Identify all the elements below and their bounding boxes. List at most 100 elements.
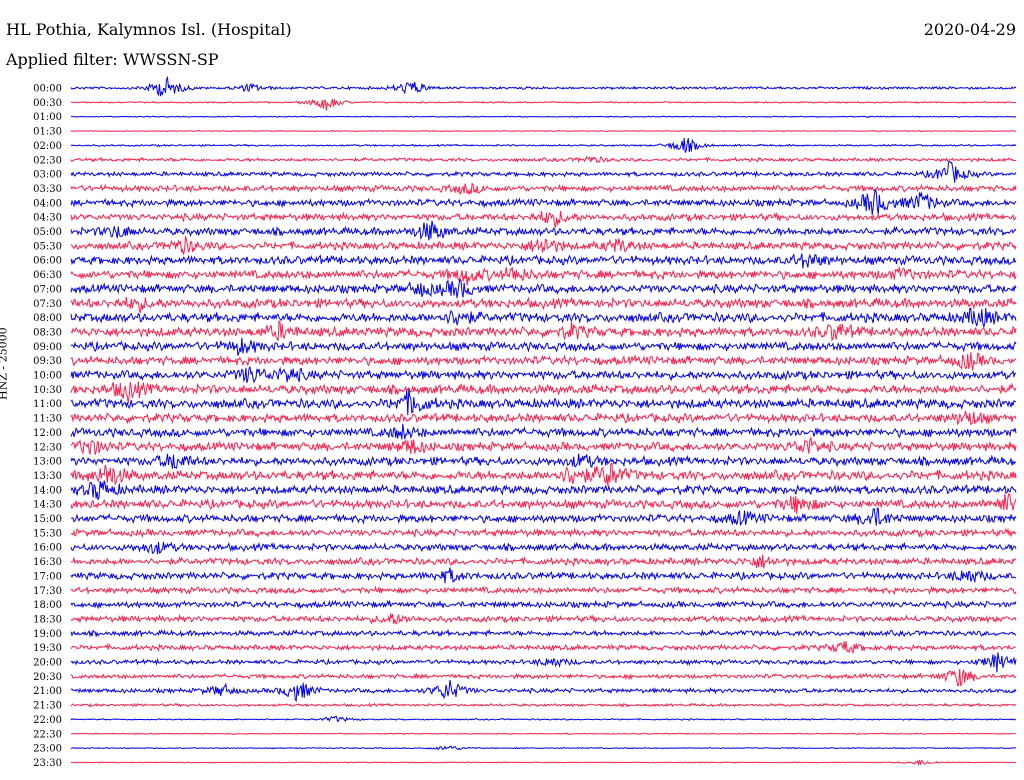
- trace-1200: [70, 423, 1017, 440]
- time-tick-label: 06:00: [33, 256, 62, 267]
- trace-1830: [70, 613, 1017, 625]
- trace-1100: [70, 388, 1017, 416]
- trace-1900: [70, 628, 1017, 638]
- time-tick-label: 22:00: [33, 715, 62, 726]
- time-tick-labels: 00:00 00:30 01:00 01:30 02:00 02:30 03:00 03:30…: [33, 84, 62, 769]
- trace-0100: [70, 115, 1017, 118]
- time-tick-label: 01:30: [33, 127, 62, 138]
- time-tick-label: 15:30: [33, 528, 62, 539]
- trace-0500: [70, 220, 1017, 241]
- record-date: 2020-04-29: [923, 20, 1016, 39]
- trace-1430: [70, 492, 1017, 515]
- trace-1230: [70, 437, 1017, 455]
- trace-0330: [70, 182, 1017, 196]
- trace-2330: [70, 759, 1017, 767]
- trace-1000: [70, 366, 1016, 384]
- trace-1530: [70, 527, 1017, 539]
- time-tick-label: 23:30: [33, 758, 62, 769]
- time-tick-label: 04:00: [33, 198, 62, 209]
- trace-2130: [70, 702, 1017, 708]
- trace-0300: [70, 160, 1017, 183]
- time-tick-label: 10:00: [33, 371, 62, 382]
- trace-1300: [70, 453, 1017, 470]
- time-tick-label: 08:00: [33, 313, 62, 324]
- time-tick-label: 00:00: [33, 84, 62, 95]
- trace-0000: [70, 75, 1017, 97]
- time-tick-label: 18:30: [33, 614, 62, 625]
- trace-0800: [70, 307, 1017, 329]
- trace-2300: [70, 745, 1016, 751]
- trace-1700: [70, 567, 1017, 584]
- time-tick-label: 21:30: [33, 701, 62, 712]
- time-tick-label: 05:00: [33, 227, 62, 238]
- time-tick-label: 15:00: [33, 514, 62, 525]
- trace-0630: [70, 266, 1017, 286]
- time-tick-label: 11:00: [33, 399, 62, 410]
- time-tick-label: 11:30: [33, 414, 62, 425]
- trace-2100: [70, 679, 1017, 703]
- trace-2030: [70, 668, 1017, 687]
- filter-label: Applied filter: WWSSN-SP: [6, 50, 219, 69]
- trace-0700: [70, 278, 1017, 299]
- time-tick-label: 16:00: [33, 543, 62, 554]
- trace-1130: [70, 410, 1017, 426]
- time-tick-label: 12:00: [33, 428, 62, 439]
- time-tick-label: 14:30: [33, 500, 62, 511]
- trace-0530: [70, 235, 1017, 255]
- trace-0600: [70, 253, 1017, 269]
- trace-1800: [70, 599, 1017, 610]
- seismic-traces: [70, 75, 1017, 767]
- trace-1930: [70, 641, 1017, 655]
- time-tick-label: 20:30: [33, 672, 62, 683]
- trace-1500: [71, 507, 1017, 526]
- trace-1030: [70, 381, 1017, 404]
- time-tick-label: 02:30: [33, 155, 62, 166]
- time-tick-label: 05:30: [33, 241, 62, 252]
- time-tick-label: 22:30: [33, 729, 62, 740]
- trace-0830: [70, 319, 1017, 342]
- time-tick-label: 03:00: [33, 170, 62, 181]
- time-tick-label: 09:00: [33, 342, 62, 353]
- time-tick-label: 07:30: [33, 299, 62, 310]
- trace-1600: [70, 541, 1017, 555]
- time-tick-label: 13:00: [33, 457, 62, 468]
- time-tick-label: 19:00: [33, 629, 62, 640]
- time-tick-label: 09:30: [33, 356, 62, 367]
- trace-0030: [70, 98, 1017, 111]
- trace-0730: [70, 296, 1017, 314]
- trace-1400: [70, 480, 1017, 501]
- time-tick-label: 20:00: [33, 658, 62, 669]
- time-tick-label: 12:30: [33, 442, 62, 453]
- trace-0130: [70, 130, 1017, 133]
- time-tick-label: 17:00: [33, 571, 62, 582]
- trace-1730: [70, 585, 1017, 596]
- trace-0430: [70, 210, 1017, 228]
- station-title: HL Pothia, Kalymnos Isl. (Hospital): [6, 20, 292, 39]
- trace-0200: [70, 137, 1017, 153]
- trace-2200: [70, 715, 1016, 723]
- time-tick-label: 07:00: [33, 284, 62, 295]
- trace-2000: [70, 652, 1017, 673]
- time-tick-label: 14:00: [33, 485, 62, 496]
- time-tick-label: 16:30: [33, 557, 62, 568]
- time-tick-label: 13:30: [33, 471, 62, 482]
- time-tick-label: 17:30: [33, 586, 62, 597]
- time-tick-label: 03:30: [33, 184, 62, 195]
- time-tick-label: 21:00: [33, 686, 62, 697]
- trace-0400: [70, 189, 1017, 216]
- trace-0900: [70, 337, 1017, 356]
- trace-2230: [71, 732, 1017, 735]
- trace-0930: [70, 352, 1017, 371]
- time-tick-label: 10:30: [33, 385, 62, 396]
- time-tick-label: 04:30: [33, 213, 62, 224]
- trace-0230: [70, 155, 1017, 164]
- time-tick-label: 19:30: [33, 643, 62, 654]
- trace-1630: [70, 554, 1017, 569]
- time-tick-label: 18:00: [33, 600, 62, 611]
- time-tick-label: 02:00: [33, 141, 62, 152]
- time-tick-label: 23:00: [33, 744, 62, 755]
- time-tick-label: 00:30: [33, 98, 62, 109]
- time-tick-label: 06:30: [33, 270, 62, 281]
